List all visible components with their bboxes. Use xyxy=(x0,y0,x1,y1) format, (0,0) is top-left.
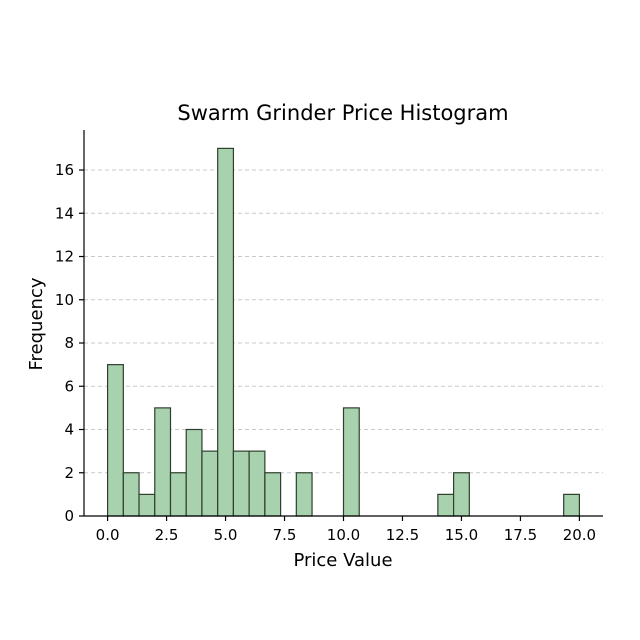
histogram-bar-9 xyxy=(248,450,266,517)
y-tick-label-8: 16 xyxy=(55,161,74,179)
histogram-bar-6 xyxy=(201,450,219,517)
histogram-bar-10 xyxy=(264,472,282,517)
x-tick-label-8: 20.0 xyxy=(563,526,596,544)
histogram-bar-12 xyxy=(342,407,360,517)
y-tick-label-3: 6 xyxy=(64,377,74,395)
y-tick-label-2: 4 xyxy=(64,421,74,439)
histogram-bar-0 xyxy=(106,364,124,517)
x-tick-label-2: 5.0 xyxy=(214,526,238,544)
y-tick-label-5: 10 xyxy=(55,291,74,309)
x-tick-label-6: 15.0 xyxy=(445,526,478,544)
chart-title: Swarm Grinder Price Histogram xyxy=(177,101,508,125)
x-tick-label-3: 7.5 xyxy=(273,526,297,544)
histogram-bar-1 xyxy=(122,472,140,517)
x-tick-label-5: 12.5 xyxy=(386,526,419,544)
histogram-bar-15 xyxy=(563,493,581,517)
histogram-bar-11 xyxy=(295,472,313,517)
y-tick-label-1: 2 xyxy=(64,464,74,482)
x-tick-label-1: 2.5 xyxy=(155,526,179,544)
histogram-bar-7 xyxy=(217,147,235,517)
histogram-bar-4 xyxy=(169,472,187,517)
x-axis-label: Price Value xyxy=(293,550,392,571)
y-tick-label-6: 12 xyxy=(55,248,74,266)
y-axis-label: Frequency xyxy=(26,277,47,370)
x-tick-label-7: 17.5 xyxy=(504,526,537,544)
y-tick-label-4: 8 xyxy=(64,334,74,352)
histogram-bar-5 xyxy=(185,428,203,517)
histogram-bars xyxy=(106,147,581,517)
histogram-bar-2 xyxy=(138,493,156,517)
histogram-bar-14 xyxy=(452,472,470,517)
histogram-bar-13 xyxy=(437,493,455,517)
x-tick-label-0: 0.0 xyxy=(96,526,120,544)
x-axis-ticks: 0.0 2.5 5.0 7.5 10.0 12.5 15.0 17.5 20.0 xyxy=(96,516,596,544)
histogram-bar-3 xyxy=(154,407,172,517)
y-tick-label-7: 14 xyxy=(55,204,74,222)
histogram-bar-8 xyxy=(232,450,250,517)
y-tick-label-0: 0 xyxy=(64,507,74,525)
x-tick-label-4: 10.0 xyxy=(327,526,360,544)
y-axis-ticks: 0 2 4 6 8 10 12 14 16 xyxy=(55,161,84,525)
